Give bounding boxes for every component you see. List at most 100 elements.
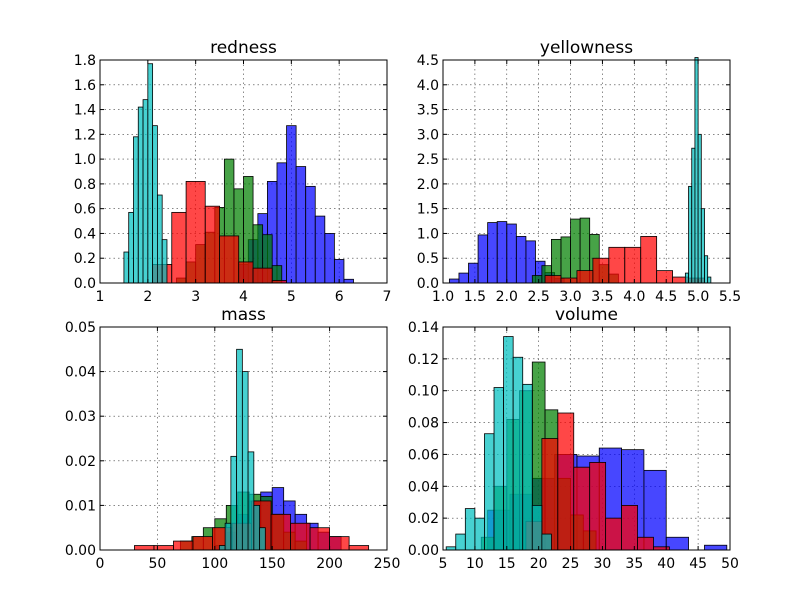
x-tick-label: 150 <box>259 556 286 572</box>
histogram-bar <box>541 438 559 551</box>
x-tick-label: 2.0 <box>496 289 518 305</box>
y-tick-label: 0.00 <box>65 543 96 559</box>
histogram-bar <box>290 522 311 551</box>
x-tick-label: 50 <box>148 556 166 572</box>
histogram-bar <box>700 208 705 284</box>
subplot-redness: 1 2 3 4 5 6 7 0.0 0.2 0.4 0.6 0.8 1.0 1.2 1.4 1.6 1.8 red… <box>74 38 392 305</box>
x-tick-label: 5 <box>287 289 296 305</box>
histogram-bar <box>224 522 232 551</box>
y-tick-label: 1.6 <box>74 78 96 94</box>
y-tick-label: 1.0 <box>74 152 96 168</box>
histogram-bar <box>134 545 155 551</box>
y-tick-label: 4.5 <box>417 53 439 69</box>
histogram-bar <box>192 536 213 551</box>
x-tick-label: 40 <box>657 556 675 572</box>
histogram-bar <box>503 336 514 551</box>
histogram-bar <box>241 371 249 551</box>
histogram-bar <box>691 147 696 284</box>
y-tick-label: 1.4 <box>74 103 96 119</box>
histogram-bar <box>153 545 174 551</box>
histogram-bar <box>515 236 527 284</box>
x-tick-label: 35 <box>625 556 643 572</box>
histogram-bar <box>147 63 154 284</box>
histogram-bar <box>171 211 187 284</box>
histogram-bar <box>343 278 354 284</box>
y-tick-label: 3.0 <box>417 127 439 143</box>
x-tick-label: 45 <box>689 556 707 572</box>
histogram-bar <box>484 433 495 551</box>
series-cyan <box>123 63 168 284</box>
histogram-bar <box>464 508 476 551</box>
histogram-bar <box>576 270 594 284</box>
histogram-bar <box>236 348 243 551</box>
histogram-bar <box>697 133 702 284</box>
histogram-bar <box>541 533 552 551</box>
y-tick-label: 0.03 <box>65 409 96 425</box>
y-tick-label: 4.0 <box>417 78 439 94</box>
histogram-bar <box>314 215 326 284</box>
axes-frame <box>442 326 731 551</box>
y-tick-label: 0.04 <box>408 479 439 495</box>
histogram-bar <box>496 221 508 284</box>
y-tick-label: 0.02 <box>408 511 439 527</box>
histogram-bar <box>185 181 206 284</box>
axes-frame <box>99 326 388 551</box>
y-tick-label: 0.10 <box>408 384 439 400</box>
subplot-title: volume <box>555 305 618 325</box>
histogram-bar <box>531 504 543 551</box>
histogram-bar <box>204 205 220 284</box>
histogram-bar <box>238 261 254 284</box>
histogram-bar <box>133 136 139 284</box>
x-tick-label: 200 <box>316 556 343 572</box>
y-tick-label: 0.8 <box>74 177 96 193</box>
x-tick-label: 100 <box>201 556 228 572</box>
histogram-bar <box>621 504 638 551</box>
series-cyan <box>218 348 266 551</box>
histogram-bar <box>640 236 658 284</box>
y-tick-label: 1.5 <box>417 202 439 218</box>
histogram-bar <box>128 211 134 284</box>
subplot-title: yellowness <box>540 38 633 58</box>
x-tick-label: 4 <box>239 289 248 305</box>
series-cyan <box>445 336 552 551</box>
x-tick-label: 1.5 <box>464 289 486 305</box>
x-tick-label: 4.5 <box>655 289 677 305</box>
histogram-bar <box>468 262 479 284</box>
histogram-bar <box>506 223 517 284</box>
histogram-bar <box>142 99 149 284</box>
histogram-bar <box>560 236 571 284</box>
series-red <box>525 412 670 551</box>
x-tick-label: 10 <box>466 556 484 572</box>
y-tick-label: 3.5 <box>417 103 439 119</box>
histogram-bar <box>557 412 575 551</box>
histogram-bar <box>455 533 466 551</box>
histogram-bar <box>156 194 163 284</box>
histogram-bar <box>704 544 728 551</box>
x-tick-label: 15 <box>498 556 516 572</box>
subplot-title: mass <box>221 305 266 325</box>
histogram-bar <box>348 545 370 551</box>
histogram-bar <box>560 277 578 284</box>
histogram-bar <box>531 275 543 284</box>
x-tick-label: 6 <box>335 289 344 305</box>
histogram-bar <box>477 234 489 284</box>
subplot-mass: 0 50 100 150 200 250 0.00 0.01 0.02 0.03 0.04 0.05 m… <box>65 305 401 572</box>
histogram-bar <box>704 255 709 284</box>
histogram-bar <box>493 387 504 551</box>
histogram-bar <box>137 106 144 284</box>
histogram-bar <box>605 517 622 551</box>
subplot-yellowness: 1.0 1.5 2.0 2.5 3.0 3.5 4.0 4.5 5.0 5.5 0.0 0.5 1.0 1… <box>417 38 741 305</box>
y-tick-label: 0.01 <box>65 498 96 514</box>
y-tick-label: 0.5 <box>417 251 439 267</box>
x-tick-label: 5.0 <box>687 289 709 305</box>
subplot-title: redness <box>210 38 277 58</box>
histogram-bar <box>219 235 240 284</box>
histogram-bar <box>487 222 498 284</box>
x-tick-label: 3 <box>191 289 200 305</box>
histogram-bar <box>589 461 607 551</box>
histogram-bar <box>247 451 255 551</box>
histogram-bar <box>694 57 699 284</box>
x-tick-label: 5.5 <box>719 289 741 305</box>
histogram-bar <box>573 466 591 551</box>
